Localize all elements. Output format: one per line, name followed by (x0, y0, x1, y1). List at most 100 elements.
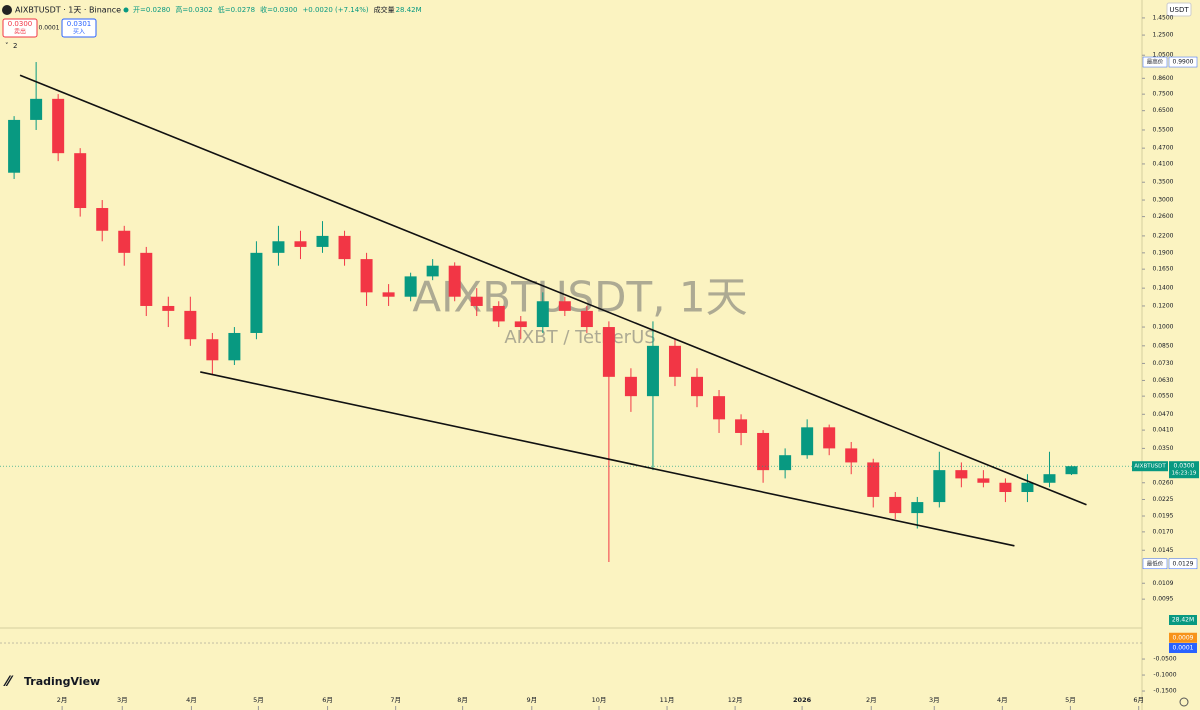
y-tick-label: 1.4500 (1153, 14, 1174, 21)
marker-name: 最低价 (1147, 559, 1164, 567)
candle-body (470, 296, 483, 306)
y-tick-label: 0.0170 (1153, 528, 1174, 535)
sell-button[interactable] (2, 18, 38, 38)
candle-body (977, 478, 990, 483)
volume-value: 28.42M (396, 6, 422, 14)
watermark-title: AIXBTUSDT, 1天 (412, 273, 747, 322)
currency-button[interactable] (1166, 2, 1192, 17)
x-tick-label: 5月 (1065, 696, 1076, 704)
last-price-badge (1169, 461, 1199, 479)
logo: TradingView (24, 675, 100, 688)
indicator-count: 2 (13, 42, 17, 50)
x-tick-label: 5月 (253, 696, 264, 704)
x-tick-label: 11月 (660, 696, 675, 704)
macd-badge-label: 0.0001 (1173, 645, 1194, 652)
candle-body (713, 396, 726, 420)
candle-body (514, 321, 527, 328)
y-tick-label: 0.1200 (1153, 302, 1174, 309)
candle-body (668, 345, 681, 377)
last-name-badge (1132, 461, 1168, 472)
candle-body (536, 301, 549, 328)
candle-body (691, 376, 704, 397)
candle-body (580, 310, 593, 328)
candle-body (404, 276, 417, 297)
y-tick-label: 0.0145 (1153, 547, 1174, 554)
ohlc-header: 开=0.0280 高=0.0302 低=0.0278 收=0.0300 +0.0020 … (133, 5, 422, 14)
candle-body (30, 98, 43, 120)
y-tick-label: 0.0470 (1153, 411, 1174, 418)
candle-body (338, 235, 351, 260)
sell-price: 0.0300 (8, 20, 33, 28)
candle-body (140, 252, 153, 306)
x-tick-label: 2026 (793, 696, 812, 704)
countdown: 16:23:19 (1172, 471, 1197, 477)
y-tick-label: 0.1650 (1153, 266, 1174, 273)
candle-body (624, 376, 637, 397)
y-tick-label: 0.0550 (1153, 393, 1174, 400)
y-tick-label: 1.0500 (1153, 52, 1174, 59)
buy-button[interactable] (61, 18, 97, 38)
x-tick-label: 3月 (117, 696, 128, 704)
last-price: 0.0300 (1174, 463, 1195, 470)
y-tick-label: 0.4700 (1153, 145, 1174, 152)
y-tick-label: 1.2500 (1153, 32, 1174, 39)
y-tick-label: 0.0350 (1153, 445, 1174, 452)
macd-tick-label: -0.0500 (1153, 656, 1176, 663)
x-tick-label: 6月 (322, 696, 333, 704)
y-tick-label: 0.2600 (1153, 213, 1174, 220)
candle-body (492, 305, 505, 322)
ohlc-value: 高=0.0302 (175, 5, 212, 14)
x-tick-label: 6月 (1133, 696, 1144, 704)
candle-body (823, 427, 836, 449)
x-tick-label: 8月 (457, 696, 468, 704)
indicator-toggle[interactable]: ˅ (5, 42, 9, 50)
candle-body (757, 432, 770, 471)
ohlc-value: +0.0020 (+7.14%) (302, 6, 368, 14)
candle-body (1043, 474, 1056, 483)
candle-body (889, 496, 902, 514)
ohlc-value: 收=0.0300 (260, 5, 297, 14)
macd-tick-label: -0.1000 (1153, 672, 1176, 679)
settings-icon[interactable] (1179, 697, 1189, 707)
macd-badge (1169, 643, 1197, 654)
y-tick-label: 0.8600 (1153, 75, 1174, 82)
candle-body (250, 252, 263, 333)
sell-label: 卖出 (14, 28, 26, 36)
y-tick-label: 0.0410 (1153, 427, 1174, 434)
candle-body (118, 230, 131, 253)
ohlc-value: 低=0.0278 (218, 5, 255, 14)
candle-body (448, 265, 461, 297)
y-tick-label: 0.1000 (1153, 324, 1174, 331)
candle-body (382, 292, 395, 297)
candle-body (52, 98, 65, 154)
candle-body (228, 332, 241, 361)
candle-body (316, 235, 329, 247)
candle-body (999, 482, 1012, 493)
candle-body (735, 419, 748, 433)
candle-body (845, 448, 858, 463)
candle-body (426, 265, 439, 277)
x-tick-label: 4月 (997, 696, 1008, 704)
candle-body (955, 470, 968, 479)
y-tick-label: 0.1400 (1153, 285, 1174, 292)
candle-body (206, 339, 219, 361)
y-tick-label: 0.2200 (1153, 232, 1174, 239)
y-tick-label: 0.3000 (1153, 197, 1174, 204)
marker-value-badge (1168, 56, 1198, 68)
x-tick-label: 12月 (728, 696, 743, 704)
x-tick-label: 2月 (57, 696, 68, 704)
marker-name: 最高价 (1147, 58, 1164, 66)
spread: 0.0001 (39, 25, 60, 32)
macd-tick-label: -0.1500 (1153, 688, 1176, 695)
x-tick-label: 2月 (866, 696, 877, 704)
candle-body (646, 345, 659, 397)
marker-value-badge (1168, 558, 1198, 570)
volume-badge (1169, 615, 1197, 625)
y-tick-label: 0.0630 (1153, 377, 1174, 384)
trendline (200, 371, 1015, 547)
macd-badge (1169, 632, 1197, 643)
marker-name-badge (1142, 558, 1168, 570)
